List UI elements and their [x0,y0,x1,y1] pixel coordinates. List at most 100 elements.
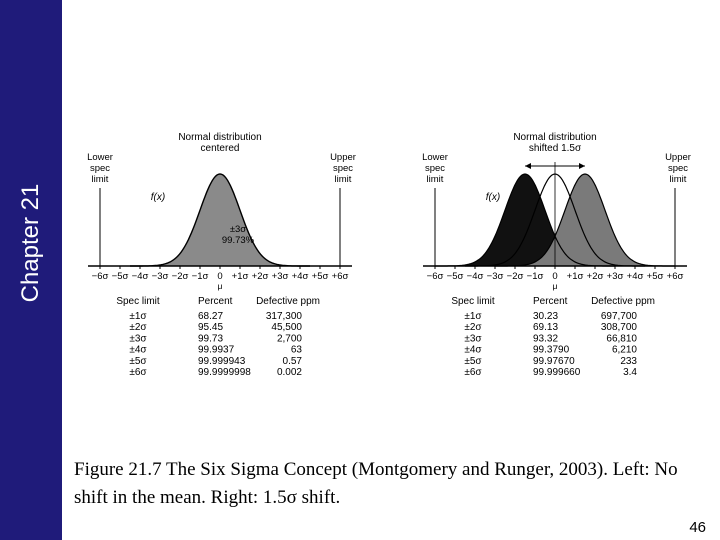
shift-arrowheads [525,163,585,169]
upper-spec-label: limit [335,174,352,185]
table-cell-spec: ±2σ [464,322,482,333]
x-tick-label: −1σ [527,271,544,282]
chart-title-line2: shifted 1.5σ [529,143,582,154]
upper-spec-label: Upper [665,152,691,163]
x-tick-label: −2σ [172,271,189,282]
table-cell-ppm: 66,810 [606,333,637,344]
x-tick-label: −4σ [132,271,149,282]
table-cell-spec: ±1σ [129,311,147,322]
lower-spec-label: limit [92,174,109,185]
table-cell-spec: ±3σ [129,333,147,344]
x-tick-label: −6σ [427,271,444,282]
chapter-sidebar: Chapter 21 [0,0,62,540]
chapter-label: Chapter 21 [17,183,44,303]
shaded-area [160,174,280,266]
x-tick-label: +6σ [332,271,349,282]
table-cell-percent: 69.13 [533,322,558,333]
lower-spec-label: Lower [87,152,113,163]
upper-spec-label: Upper [330,152,356,163]
table-cell-ppm: 0.57 [283,356,303,367]
x-tick-label: −4σ [467,271,484,282]
x-tick-label: −1σ [192,271,209,282]
x-tick-label: −3σ [487,271,504,282]
chart-panel-1: Normal distributioncenteredLowerspeclimi… [87,132,356,378]
table-cell-percent: 68.27 [198,311,223,322]
fx-label: f(x) [486,192,500,203]
table-cell-spec: ±6σ [129,367,147,378]
table-cell-percent: 99.3790 [533,345,570,356]
lower-spec-label: Lower [422,152,448,163]
x-tick-label: +2σ [252,271,269,282]
lower-spec-label: spec [425,163,445,174]
table-cell-spec: ±2σ [129,322,147,333]
table-cell-ppm: 63 [291,345,303,356]
table-cell-ppm: 697,700 [601,311,638,322]
table-header: Spec limit [116,296,160,307]
x-tick-label: +5σ [647,271,664,282]
table-header: Defective ppm [256,296,320,307]
table-header: Spec limit [451,296,495,307]
table-cell-spec: ±6σ [464,367,482,378]
chart-title: Normal distribution [178,132,261,143]
upper-spec-label: limit [670,174,687,185]
table-cell-percent: 99.9999998 [198,367,251,378]
chart-title-line2: centered [201,143,240,154]
x-tick-label: −6σ [92,271,109,282]
x-tick-label: +2σ [587,271,604,282]
table-header: Percent [533,296,568,307]
table-cell-spec: ±5σ [129,356,147,367]
x-tick-label: −3σ [152,271,169,282]
x-tick-label: +6σ [667,271,684,282]
table-cell-ppm: 2,700 [277,333,302,344]
x-tick-label: −5σ [112,271,129,282]
table-header: Defective ppm [591,296,655,307]
figure-caption: Figure 21.7 The Six Sigma Concept (Montg… [74,459,678,508]
table-cell-spec: ±1σ [464,311,482,322]
table-cell-percent: 30.23 [533,311,558,322]
table-cell-percent: 99.999660 [533,367,581,378]
table-cell-percent: 95.45 [198,322,223,333]
right-curve-outline [495,173,675,267]
table-cell-spec: ±5σ [464,356,482,367]
table-cell-ppm: 0.002 [277,367,302,378]
table-header: Percent [198,296,233,307]
table-cell-ppm: 3.4 [623,367,637,378]
x-tick-label: +1σ [232,271,249,282]
table-cell-spec: ±4σ [464,345,482,356]
table-cell-ppm: 6,210 [612,345,637,356]
upper-spec-label: spec [668,163,688,174]
page-number: 46 [689,519,706,536]
table-cell-ppm: 317,300 [266,311,303,322]
table-cell-ppm: 308,700 [601,322,638,333]
table-cell-percent: 99.999943 [198,356,246,367]
x-tick-label: +3σ [607,271,624,282]
fx-label: f(x) [151,192,165,203]
x-tick-label: 0 [552,271,557,282]
x-tick-label: 0 [217,271,222,282]
mu-label: μ [218,281,223,291]
table-cell-spec: ±4σ [129,345,147,356]
table-cell-spec: ±3σ [464,333,482,344]
table-cell-percent: 99.73 [198,333,223,344]
table-cell-percent: 93.32 [533,333,558,344]
x-tick-label: +4σ [627,271,644,282]
x-tick-label: −5σ [447,271,464,282]
x-tick-label: +5σ [312,271,329,282]
mu-label: μ [553,281,558,291]
table-cell-percent: 99.97670 [533,356,575,367]
lower-spec-label: spec [90,163,110,174]
upper-spec-label: spec [333,163,353,174]
x-tick-label: +4σ [292,271,309,282]
area-annotation: 99.73% [222,235,255,246]
normal-curve [130,173,310,267]
x-tick-label: −2σ [507,271,524,282]
table-cell-ppm: 45,500 [271,322,302,333]
left-curve-outline [435,173,615,267]
x-tick-label: +1σ [567,271,584,282]
table-cell-ppm: 233 [620,356,637,367]
six-sigma-figure: Normal distributioncenteredLowerspeclimi… [87,132,691,378]
chart-title: Normal distribution [513,132,596,143]
area-annotation: ±3σ [230,224,246,235]
lower-spec-label: limit [427,174,444,185]
